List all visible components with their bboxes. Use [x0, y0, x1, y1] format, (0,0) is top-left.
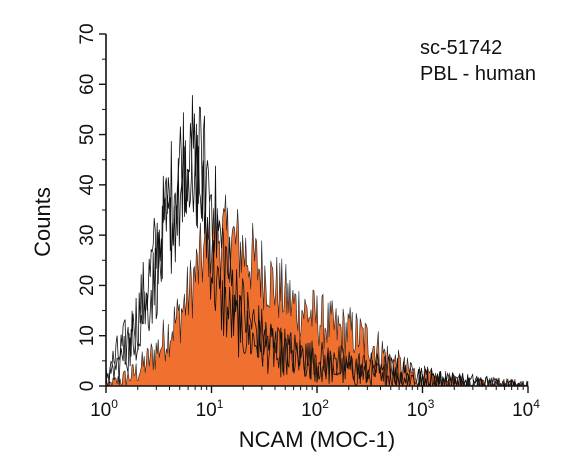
- y-tick-label: 0: [77, 381, 98, 392]
- series-0-filled-histogram: [105, 194, 529, 388]
- x-tick-label: 102: [301, 397, 329, 421]
- y-ticks: 0 10 20 30 40 50 60 70: [77, 23, 106, 391]
- y-tick-label: 60: [77, 74, 98, 95]
- x-ticks: 100 101 102 103 104: [90, 386, 540, 421]
- y-tick-label: 70: [77, 23, 98, 44]
- annotation-line-1: sc-51742: [420, 37, 502, 59]
- x-tick-label: 104: [512, 397, 540, 421]
- series-2-outline-histogram: [105, 106, 529, 388]
- x-tick-label: 101: [196, 397, 224, 421]
- y-tick-label: 10: [77, 325, 98, 346]
- x-axis-label: NCAM (MOC-1): [239, 427, 395, 452]
- y-tick-label: 50: [77, 124, 98, 145]
- y-axis-label: Counts: [30, 187, 55, 257]
- y-tick-label: 20: [77, 275, 98, 296]
- series-layer: [105, 95, 529, 388]
- annotation-line-2: PBL - human: [420, 63, 536, 85]
- y-tick-label: 30: [77, 225, 98, 246]
- x-tick-label: 100: [90, 397, 118, 421]
- x-tick-label: 103: [407, 397, 435, 421]
- y-tick-label: 40: [77, 174, 98, 195]
